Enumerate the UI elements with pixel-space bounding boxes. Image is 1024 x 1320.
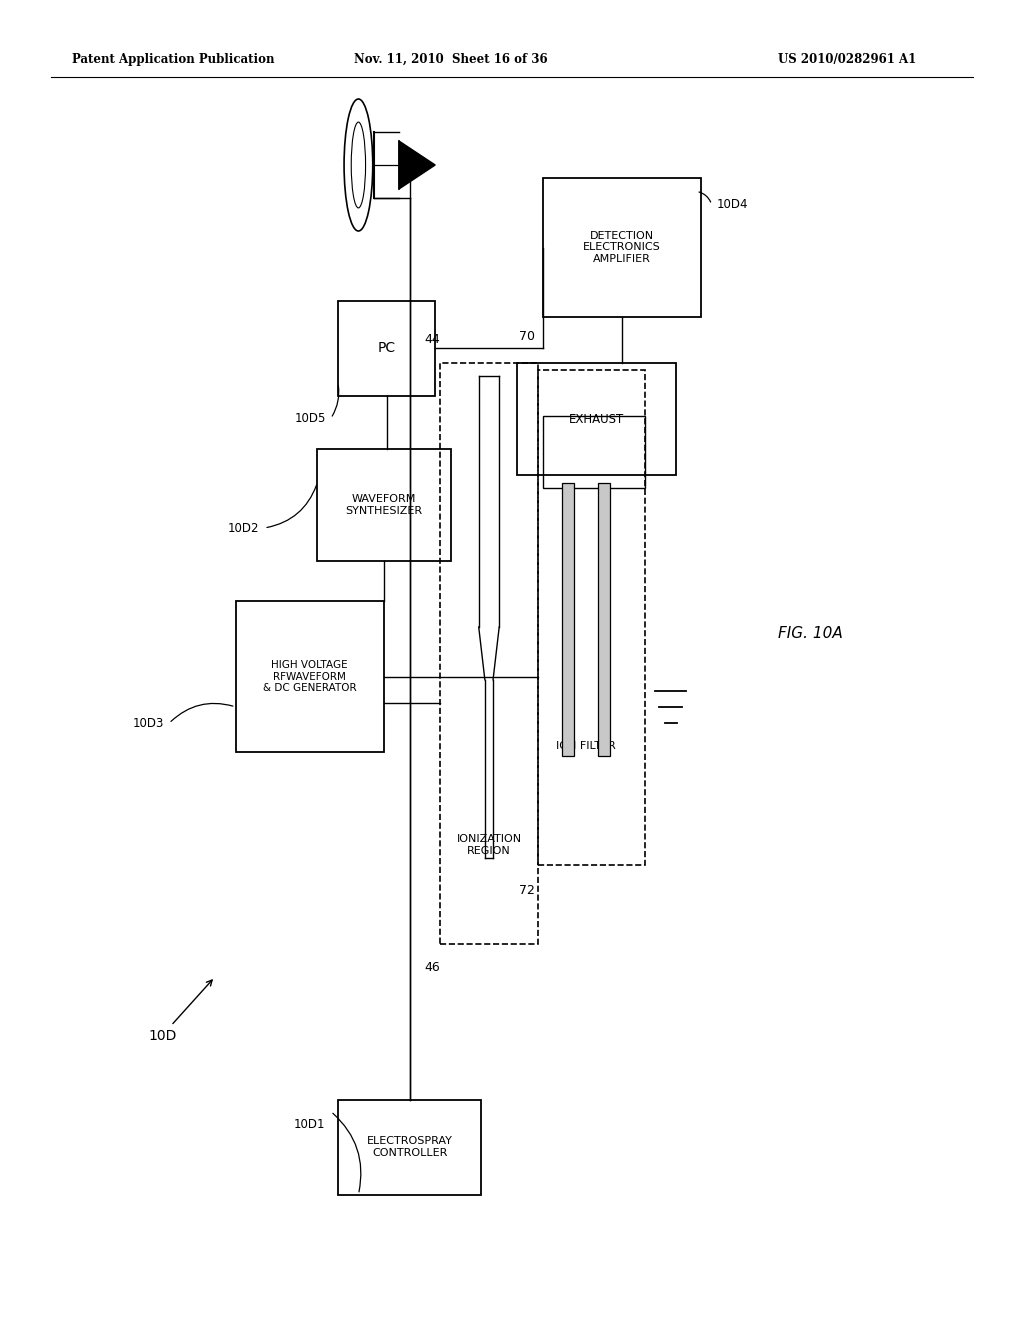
Bar (543, 416, 645, 488)
Text: ION FILTER: ION FILTER (556, 741, 616, 751)
Bar (543, 178, 701, 317)
Text: EXHAUST: EXHAUST (569, 413, 624, 425)
Text: DETECTION
ELECTRONICS
AMPLIFIER: DETECTION ELECTRONICS AMPLIFIER (584, 231, 660, 264)
Bar (517, 363, 676, 475)
Text: FIG. 10A: FIG. 10A (778, 626, 843, 642)
Text: 10D1: 10D1 (294, 1118, 326, 1131)
Text: 44: 44 (425, 333, 440, 346)
Text: Patent Application Publication: Patent Application Publication (72, 53, 274, 66)
Bar (598, 483, 610, 755)
Text: IONIZATION
REGION: IONIZATION REGION (457, 834, 521, 855)
Text: PC: PC (378, 342, 395, 355)
Bar (538, 370, 645, 865)
Text: US 2010/0282961 A1: US 2010/0282961 A1 (778, 53, 916, 66)
Bar (561, 483, 573, 755)
Text: 70: 70 (518, 330, 535, 343)
Text: 10D3: 10D3 (132, 717, 164, 730)
Text: ELECTROSPRAY
CONTROLLER: ELECTROSPRAY CONTROLLER (367, 1137, 453, 1158)
Text: HIGH VOLTAGE
RFWAVEFORM
& DC GENERATOR: HIGH VOLTAGE RFWAVEFORM & DC GENERATOR (263, 660, 356, 693)
Bar (317, 449, 451, 561)
Bar (338, 1100, 481, 1195)
Text: 10D5: 10D5 (294, 412, 326, 425)
Text: 46: 46 (425, 961, 440, 974)
Text: 10D2: 10D2 (227, 521, 259, 535)
Text: WAVEFORM
SYNTHESIZER: WAVEFORM SYNTHESIZER (345, 494, 423, 516)
Text: Nov. 11, 2010  Sheet 16 of 36: Nov. 11, 2010 Sheet 16 of 36 (353, 53, 548, 66)
Text: 72: 72 (518, 884, 535, 898)
Bar (440, 363, 538, 944)
Text: 10D: 10D (148, 1030, 177, 1043)
Text: 10D4: 10D4 (717, 198, 749, 211)
Polygon shape (399, 141, 435, 189)
Bar (236, 601, 384, 752)
Bar (338, 301, 435, 396)
